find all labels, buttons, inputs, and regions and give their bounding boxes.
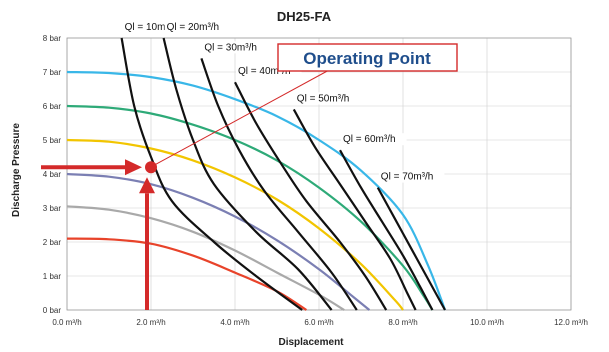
flow-label-bg (341, 133, 407, 146)
flow-curve (339, 149, 434, 311)
pump-curve (66, 138, 404, 311)
chart-title: DH25-FA (277, 9, 332, 24)
y-tick-label: 0 bar (43, 306, 62, 315)
flow-curve-label: Ql = 50m³/h (297, 93, 350, 104)
y-tick-label: 4 bar (43, 170, 62, 179)
flow-label-bg (294, 92, 361, 105)
y-tick-label: 8 bar (43, 34, 62, 43)
y-axis-label: Discharge Pressure (11, 123, 22, 217)
flow-curve-label: Ql = 10m³/h (125, 22, 178, 33)
operating-point-label: Operating Point (303, 49, 431, 68)
flow-curve-label: Ql = 20m³/h (167, 22, 220, 33)
x-tick-label: 8.0 m³/h (388, 318, 417, 327)
x-tick-label: 12.0 m³/h (554, 318, 588, 327)
flow-curve (200, 58, 358, 311)
pump-curve (66, 104, 434, 311)
pump-curves (66, 70, 447, 311)
y-tick-label: 3 bar (43, 204, 62, 213)
x-tick-label: 4.0 m³/h (220, 318, 249, 327)
flow-label-bg (164, 21, 231, 33)
flow-curve-label: Ql = 40m³/h (238, 66, 291, 77)
flow-curve (120, 37, 303, 311)
flow-label-bg (202, 41, 268, 54)
y-tick-label: 7 bar (43, 68, 62, 77)
x-tick-label: 0.0 m³/h (52, 318, 81, 327)
pump-curve (66, 70, 447, 311)
horizontal-arrow-head (125, 159, 142, 176)
flow-curve (376, 187, 446, 311)
operating-point-marker (145, 161, 157, 174)
operating-point-box (277, 43, 458, 72)
x-tick-label: 2.0 m³/h (136, 318, 165, 327)
y-tick-labels: 0 bar 1 bar 2 bar 3 bar 4 bar 5 bar 6 bar 7 bar… (43, 34, 62, 315)
flow-curve (234, 81, 388, 311)
x-tick-label: 10.0 m³/h (470, 318, 504, 327)
pump-curve (66, 237, 307, 311)
flow-curve (292, 108, 417, 311)
flow-label-bg (378, 170, 445, 183)
flow-curve-label: Ql = 60m³/h (343, 134, 396, 145)
x-axis-label: Displacement (278, 337, 344, 348)
x-tick-labels: 0.0 m³/h 2.0 m³/h 4.0 m³/h 6.0 m³/h 8.0 m³/h… (52, 318, 588, 327)
x-tick-label: 6.0 m³/h (304, 318, 333, 327)
callout-line (155, 68, 332, 165)
flow-curve-label: Ql = 70m³/h (381, 172, 434, 183)
y-tick-label: 1 bar (43, 272, 62, 281)
operating-point-group: Operating Point (41, 43, 458, 310)
y-tick-label: 6 bar (43, 102, 62, 111)
flow-curves: Ql = 10m³/hQl = 20m³/h Ql = 30m³/h Ql = 40… (120, 21, 446, 311)
y-tick-label: 2 bar (43, 238, 62, 247)
flow-curve-label: Ql = 30m³/h (204, 42, 257, 53)
y-tick-label: 5 bar (43, 136, 62, 145)
vertical-arrow-head (139, 177, 155, 194)
flow-curve (162, 37, 333, 311)
